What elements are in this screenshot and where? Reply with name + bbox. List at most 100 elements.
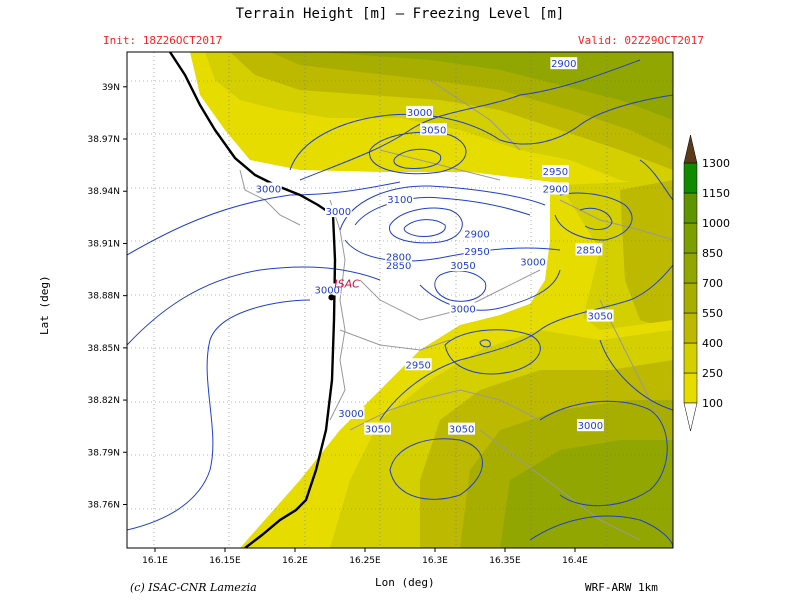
coastline xyxy=(168,52,337,548)
terrain-south-700 xyxy=(500,440,673,548)
contour-label: 3000 xyxy=(326,207,351,218)
x-axis-ticks: 16.1E 16.15E 16.2E 16.25E 16.3E 16.35E 16.4E xyxy=(142,548,588,566)
colorbar-segment xyxy=(683,222,698,254)
contour-label: 2850 xyxy=(576,245,601,256)
colorbar-label: 400 xyxy=(702,337,723,350)
contour-label-bg xyxy=(406,105,433,118)
y-tick-label: 38.79N xyxy=(88,448,121,458)
contour-label-bg xyxy=(325,205,352,218)
contour-label: 2950 xyxy=(464,247,489,258)
init-time-label: Init: 18Z26OCT2017 xyxy=(103,34,223,47)
contour-label-bg xyxy=(542,182,569,195)
contour-label: 3050 xyxy=(449,425,474,436)
contour-label-bg xyxy=(577,419,604,432)
contour-label: 3000 xyxy=(256,184,281,195)
freezing-level-contours xyxy=(127,59,673,548)
x-tick-label: 16.35E xyxy=(489,556,521,566)
map-plot-area: 2900300030502950290030003100300029002950… xyxy=(127,52,673,548)
colorbar-segment xyxy=(683,252,698,284)
colorbar-segment xyxy=(683,312,698,344)
terrain-north-700 xyxy=(320,52,673,120)
contour-label-bg xyxy=(542,165,569,178)
y-tick-label: 38.91N xyxy=(88,239,121,249)
colorbar-label: 1150 xyxy=(702,187,730,200)
contour-label: 3100 xyxy=(387,195,412,206)
contour-label-bg xyxy=(385,250,412,263)
colorbar-bottom-triangle xyxy=(683,402,698,432)
y-tick-label: 38.97N xyxy=(88,135,121,145)
x-tick-label: 16.1E xyxy=(142,556,168,566)
contour-labels: 2900300030502950290030003100300029002950… xyxy=(255,57,614,436)
contour-label: 2900 xyxy=(543,184,568,195)
colorbar-label: 100 xyxy=(702,397,723,410)
contour-label-bg xyxy=(586,309,614,322)
x-tick-label: 16.3E xyxy=(422,556,448,566)
contour-label: 2900 xyxy=(551,59,576,70)
contour-label: 3000 xyxy=(407,108,432,119)
contour-label-bg xyxy=(575,243,603,256)
contour-label: 3050 xyxy=(365,425,390,436)
y-tick-label: 38.85N xyxy=(88,344,121,354)
station-marker xyxy=(328,294,335,301)
y-axis-ticks: 39N 38.97N 38.94N 38.91N 38.88N 38.85N 38.82N 3… xyxy=(88,83,127,510)
x-tick-label: 16.25E xyxy=(349,556,381,566)
colorbar-segment xyxy=(683,372,698,404)
y-tick-label: 39N xyxy=(102,83,120,93)
contour-label-bg xyxy=(386,192,414,205)
contour-label: 2950 xyxy=(543,167,568,178)
contour-label: 3000 xyxy=(450,305,475,316)
model-label: WRF-ARW 1km xyxy=(585,581,658,594)
y-tick-label: 38.88N xyxy=(88,292,121,302)
contour-label: 3000 xyxy=(338,409,363,420)
x-tick-label: 16.15E xyxy=(209,556,241,566)
contour-label-bg xyxy=(255,182,282,195)
contour-label: 3050 xyxy=(587,312,612,323)
colorbar-top-triangle xyxy=(683,134,698,164)
x-tick-label: 16.2E xyxy=(282,556,308,566)
contour-label: 3050 xyxy=(421,125,446,136)
colorbar-label: 1000 xyxy=(702,217,730,230)
colorbar: 100 250 400 550 700 850 1000 1150 1300 xyxy=(683,134,730,432)
contour-label-bg xyxy=(420,123,447,136)
contour-label-bg xyxy=(449,259,477,272)
contour-label: 2850 xyxy=(386,261,411,272)
colorbar-segment xyxy=(683,192,698,224)
contour-label-bg xyxy=(448,422,475,435)
y-tick-label: 38.82N xyxy=(88,396,121,406)
colorbar-label: 700 xyxy=(702,277,723,290)
y-tick-label: 38.76N xyxy=(88,500,121,510)
contour-label: 3000 xyxy=(314,285,339,296)
contour-label: 3000 xyxy=(578,421,603,432)
plot-frame xyxy=(126,51,674,549)
contour-label: 2800 xyxy=(386,252,411,263)
contour-label-bg xyxy=(337,406,365,419)
colorbar-segment xyxy=(683,282,698,314)
contour-label-bg xyxy=(404,358,432,371)
contour-label: 3050 xyxy=(450,261,475,272)
y-tick-label: 38.94N xyxy=(88,187,121,197)
contour-label-bg xyxy=(463,245,491,258)
colorbar-label: 850 xyxy=(702,247,723,260)
colorbar-label: 1300 xyxy=(702,157,730,170)
colorbar-label: 550 xyxy=(702,307,723,320)
contour-label-bg xyxy=(313,283,341,296)
station-label: ISAC xyxy=(334,277,360,290)
contour-label-bg xyxy=(519,255,547,268)
contour-label: 2950 xyxy=(405,360,430,371)
contour-label-bg xyxy=(463,227,491,240)
x-axis-label: Lon (deg) xyxy=(375,576,435,589)
contour-label: 2900 xyxy=(464,230,489,241)
credit-label: (c) ISAC-CNR Lamezia xyxy=(130,581,257,594)
contour-label: 3000 xyxy=(520,258,545,269)
colorbar-segment xyxy=(683,342,698,374)
terrain-east-400 xyxy=(620,180,673,330)
colorbar-segment xyxy=(683,162,698,194)
colorbar-label: 250 xyxy=(702,367,723,380)
contour-label-bg xyxy=(449,302,477,315)
valid-time-label: Valid: 02Z29OCT2017 xyxy=(578,34,704,47)
contour-label-bg xyxy=(550,57,578,70)
x-tick-label: 16.4E xyxy=(562,556,588,566)
contour-label-bg xyxy=(364,422,391,435)
map-title: Terrain Height [m] — Freezing Level [m] xyxy=(235,6,565,22)
